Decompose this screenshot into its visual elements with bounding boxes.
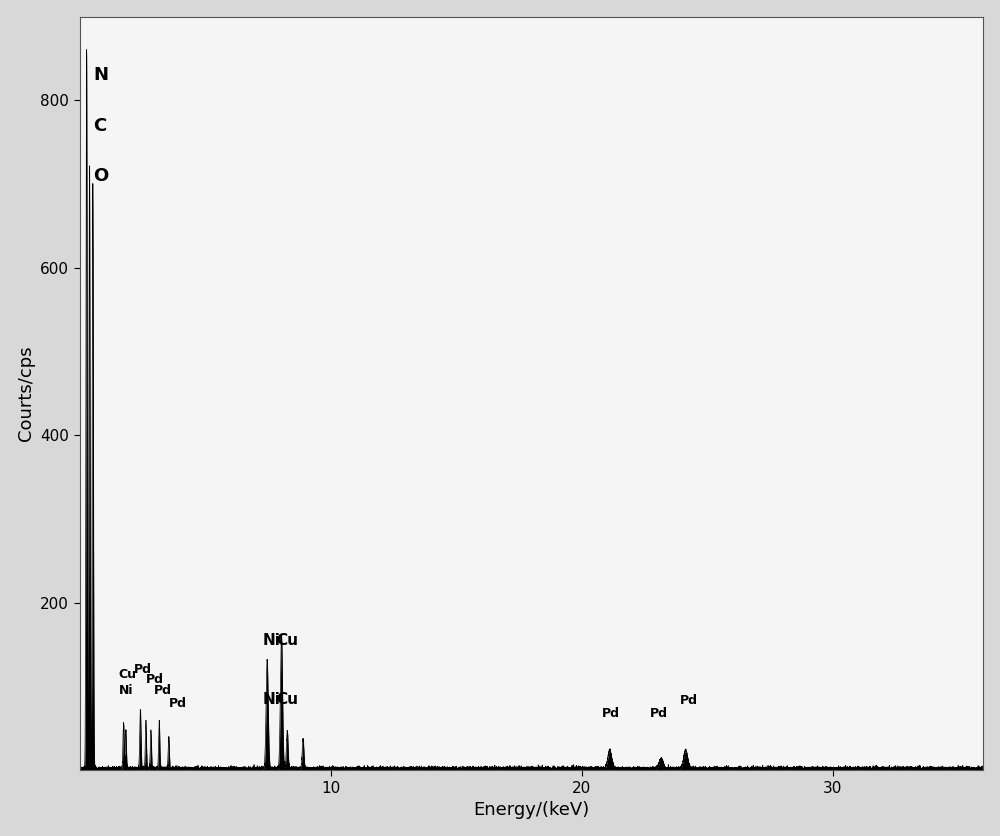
X-axis label: Energy/(keV): Energy/(keV): [473, 802, 590, 819]
Text: Ni: Ni: [119, 685, 133, 697]
Text: Ni: Ni: [263, 691, 281, 706]
Text: C: C: [93, 116, 107, 135]
Text: Cu: Cu: [277, 633, 299, 648]
Text: Cu: Cu: [119, 668, 137, 681]
Text: Pd: Pd: [680, 695, 698, 707]
Text: N: N: [93, 66, 108, 84]
Text: Pd: Pd: [134, 664, 152, 676]
Text: Pd: Pd: [154, 685, 172, 697]
Text: O: O: [93, 166, 109, 185]
Text: Cu: Cu: [277, 691, 299, 706]
Text: Pd: Pd: [146, 674, 164, 686]
Y-axis label: Courts/cps: Courts/cps: [17, 346, 35, 441]
Text: Pd: Pd: [649, 707, 667, 720]
Text: Pd: Pd: [169, 697, 187, 710]
Text: Pd: Pd: [602, 707, 620, 720]
Text: Ni: Ni: [263, 633, 281, 648]
